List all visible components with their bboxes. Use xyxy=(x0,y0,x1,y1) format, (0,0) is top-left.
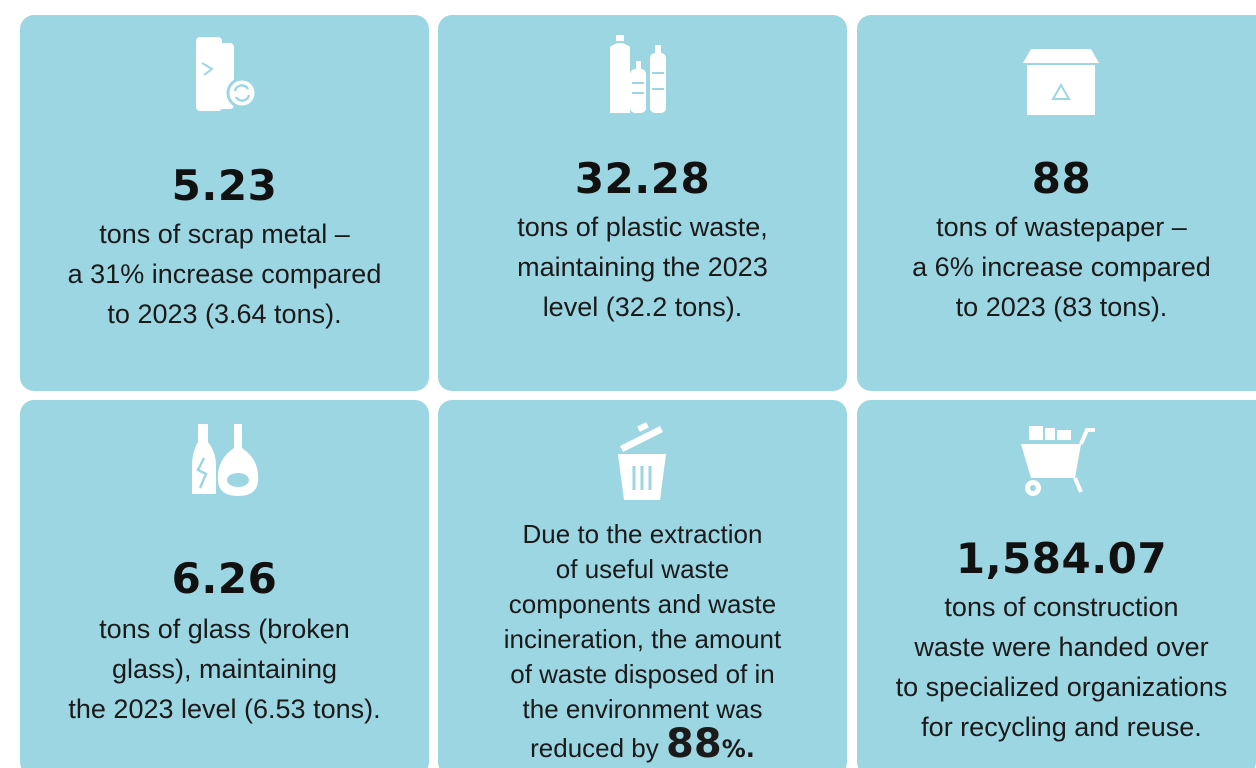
stat-text: of waste disposed of in xyxy=(510,659,775,689)
icon-metal xyxy=(196,37,258,111)
stat-text: waste were handed over xyxy=(914,632,1209,662)
stat-text: Due to the extraction xyxy=(522,519,763,549)
stat-text: glass), maintaining xyxy=(111,654,338,684)
card: 6.26 tons of glass (broken glass), maint… xyxy=(20,400,429,768)
stat-text: tons of glass (broken xyxy=(99,614,350,644)
stat-text: to specialized organizations xyxy=(895,672,1228,702)
card: 5.23 tons of scrap metal – a 31% increas… xyxy=(20,15,429,391)
stat-value: 88 xyxy=(666,721,722,767)
icon-paper xyxy=(1023,49,1099,115)
stat-unit: %. xyxy=(721,735,755,763)
stat-text: of useful waste xyxy=(555,554,730,584)
card: 88 tons of wastepaper – a 6% increase co… xyxy=(857,15,1256,391)
stat-text: tons of plastic waste, xyxy=(517,212,768,242)
stat-text: level (32.2 tons). xyxy=(542,292,743,322)
stat-text: a 6% increase compared xyxy=(912,252,1211,282)
stat-text: the 2023 level (6.53 tons). xyxy=(68,694,381,724)
stat-text: tons of wastepaper – xyxy=(936,212,1187,242)
stat-text: to 2023 (3.64 tons). xyxy=(107,299,342,329)
stat-text: incineration, the amount xyxy=(503,624,782,654)
card: 1,584.07 tons of construction waste were… xyxy=(857,400,1256,768)
card: 32.28 tons of plastic waste, maintaining… xyxy=(438,15,847,391)
icon-glass xyxy=(192,424,259,496)
stat-text: the environment was xyxy=(522,694,763,724)
stat-text: for recycling and reuse. xyxy=(921,712,1202,742)
stat-text: reduced by 88%. xyxy=(438,724,847,767)
stat-text: components and waste xyxy=(508,589,777,619)
stat-text: maintaining the 2023 xyxy=(517,252,768,282)
stat-text: reduced by xyxy=(530,733,659,763)
stat-text: tons of construction xyxy=(944,592,1179,622)
stat-text: tons of scrap metal – xyxy=(99,219,350,249)
card: Due to the extraction of useful waste co… xyxy=(438,400,847,768)
stat-value: 1,584.07 xyxy=(955,534,1168,583)
icon-plastic xyxy=(610,35,666,113)
stat-value: 88 xyxy=(1031,154,1092,203)
icon-bin xyxy=(618,422,666,500)
stat-text: to 2023 (83 tons). xyxy=(955,292,1168,322)
icon-cart xyxy=(1021,426,1095,496)
stat-value: 6.26 xyxy=(171,554,278,603)
stat-text: a 31% increase compared xyxy=(67,259,382,289)
stat-value: 32.28 xyxy=(574,154,711,203)
stat-value: 5.23 xyxy=(171,161,278,210)
